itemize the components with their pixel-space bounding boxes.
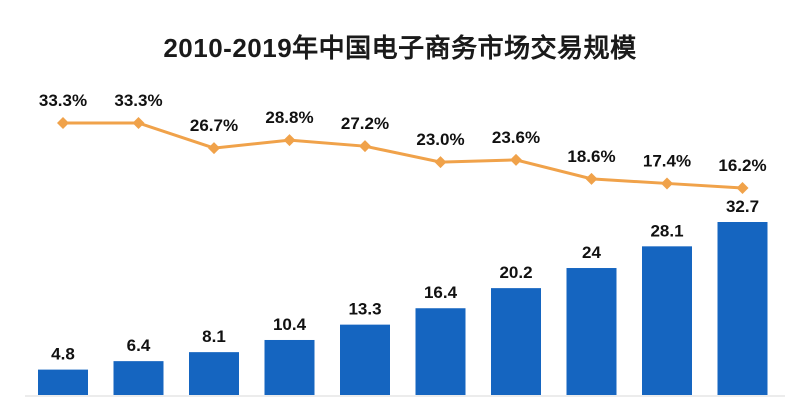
growth-label-2013: 28.8% [265,108,313,127]
bar-label-2016: 20.2 [499,263,532,282]
bar-label-2014: 13.3 [348,300,381,319]
growth-label-2016: 23.6% [492,128,540,147]
bar-label-2018: 28.1 [650,221,683,240]
chart-title: 2010-2019年中国电子商务市场交易规模 [163,33,637,63]
growth-line [63,121,743,190]
growth-value-labels: 33.3% 33.3% 26.7% 28.8% 27.2% 23.0% 23.6% 18.6%… [39,91,767,175]
bar-label-2017: 24 [582,243,601,262]
bar-label-2015: 16.4 [424,283,458,302]
growth-marker-2011 [132,117,145,129]
bar-series [38,222,768,395]
bar-2018 [642,246,692,395]
growth-label-2015: 23.0% [416,130,464,149]
bar-label-2010: 4.8 [51,345,75,364]
bar-label-2012: 8.1 [202,327,226,346]
growth-label-2012: 26.7% [190,116,238,135]
bar-label-2011: 6.4 [127,336,151,355]
bar-label-2019: 32.7 [726,197,759,216]
growth-label-2014: 27.2% [341,114,389,133]
growth-line-series [57,117,749,194]
growth-marker-2013 [283,134,296,147]
bar-2012 [189,352,239,395]
growth-marker-2019 [736,182,749,194]
growth-marker-2017 [585,172,598,185]
bar-2019 [717,222,768,395]
growth-marker-2012 [208,142,220,155]
growth-marker-2014 [359,140,371,153]
bar-2011 [113,361,164,395]
bar-2017 [566,268,617,395]
growth-marker-2015 [434,156,447,169]
bar-2015 [415,308,466,395]
bar-2014 [340,324,390,395]
growth-marker-2018 [661,177,673,190]
bar-value-labels: 4.8 6.4 8.1 10.4 13.3 16.4 20.2 24 28.1 32.7 [51,197,759,364]
bar-2016 [491,288,541,395]
bar-label-2013: 10.4 [273,315,307,334]
growth-label-2018: 17.4% [643,151,691,170]
bar-2010 [38,369,88,395]
growth-marker-2010 [57,117,69,129]
bar-2013 [264,339,315,395]
growth-label-2011: 33.3% [114,91,162,110]
growth-label-2019: 16.2% [718,156,766,175]
growth-marker-2016 [510,153,522,166]
growth-label-2010: 33.3% [39,91,87,110]
growth-label-2017: 18.6% [567,147,615,166]
